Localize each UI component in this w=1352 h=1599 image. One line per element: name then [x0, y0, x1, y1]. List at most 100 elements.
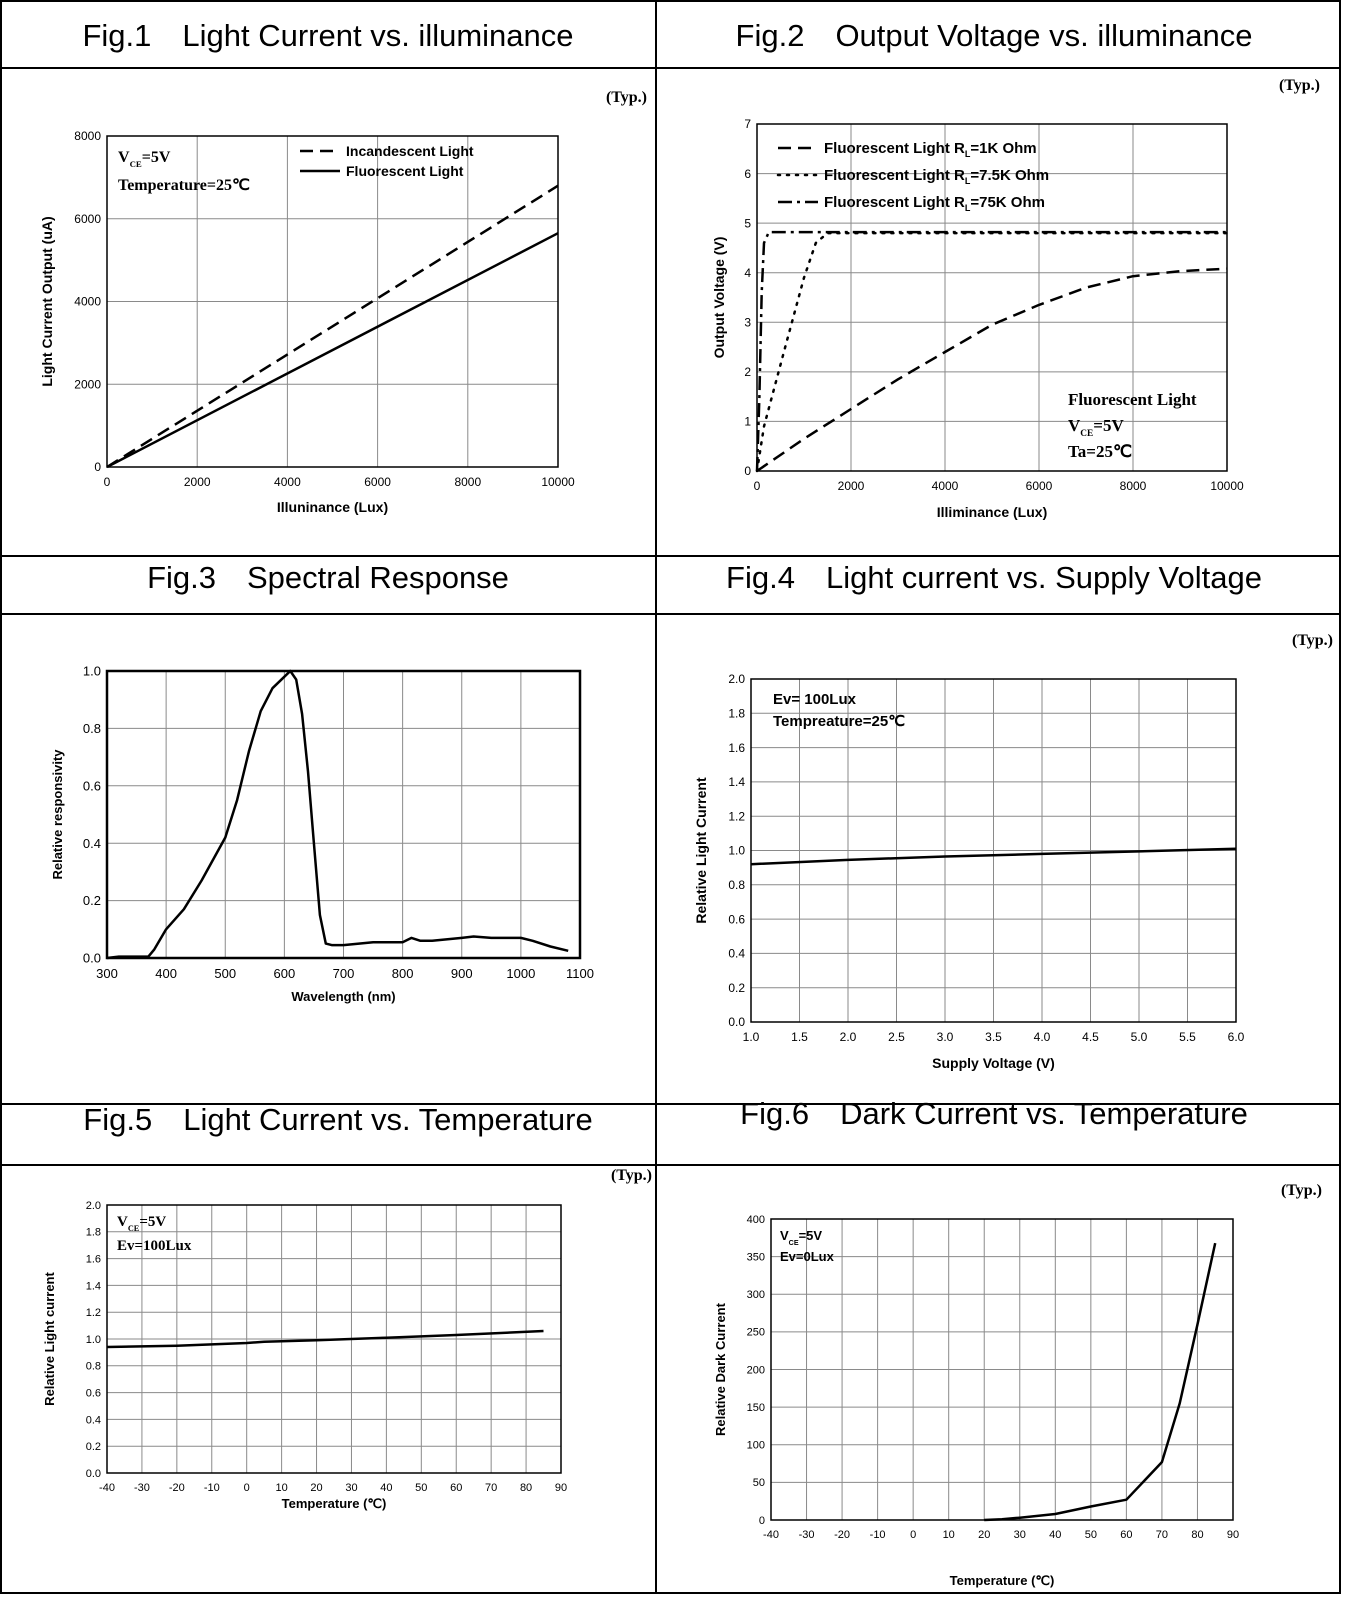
x-tick-label: 4000 [932, 479, 959, 493]
y-tick-label: 1.8 [728, 707, 745, 721]
y-tick-label: 0.8 [83, 721, 101, 736]
x-tick-label: 3.5 [985, 1030, 1002, 1044]
typ-label: (Typ.) [606, 89, 647, 106]
x-tick-label: -40 [763, 1529, 779, 1541]
series-line-1 [984, 1242, 1217, 1522]
legend: Fluorescent Light RL=1K Ohm Fluorescent L… [776, 140, 1049, 213]
x-tick-label: 300 [96, 966, 118, 981]
chart-5: (Typ.) -40 -30 -20 -10 0 10 20 30 40 50 60 70 80 90 0.0… [42, 1167, 652, 1511]
plot-frame [106, 135, 559, 468]
tick-labels: 0 2000 4000 6000 8000 10000 0 2000 4000 6000 8000 [74, 129, 575, 489]
tick-labels: 1.0 1.5 2.0 2.5 3.0 3.5 4.0 4.5 5.0 5.5 6.0 0.0 0.2 0… [728, 672, 1244, 1044]
series-line-2 [755, 231, 1229, 473]
y-tick-label: 0.6 [86, 1387, 101, 1399]
y-tick-label: 0.0 [728, 1015, 745, 1029]
x-tick-label: 10000 [1210, 479, 1244, 493]
y-tick-label: 1.0 [86, 1334, 101, 1346]
y-tick-label: 50 [753, 1477, 765, 1489]
y-tick-label: 0.4 [83, 836, 101, 851]
gridlines [107, 136, 558, 467]
annotation-line: VCE=5V [780, 1228, 822, 1247]
gridlines [757, 124, 1227, 471]
chart-2: (Typ.) 0 2000 4000 6000 8000 10000 0 1 2 3 4 5 6 7 Illi… [711, 77, 1320, 520]
charts: (Typ.)0 2000 4000 6000 8000 10000020004000600… [39, 77, 1333, 1588]
tick-labels: -40 -30 -20 -10 0 10 20 30 40 50 60 70 80 90 0.0 0.2 0.4… [86, 1200, 567, 1494]
legend-entry: Fluorescent Light RL=1K Ohm [824, 140, 1037, 159]
x-tick-label: 60 [1120, 1529, 1132, 1541]
x-axis-label: Illuninance (Lux) [277, 499, 388, 515]
series-lines [755, 230, 1229, 473]
annotation: Ev= 100Lux Tempreature=25℃ [773, 691, 905, 730]
x-tick-label: -10 [204, 1482, 220, 1494]
y-tick-label: 1 [744, 415, 751, 429]
y-tick-label: 0 [759, 1515, 765, 1527]
figure-headers: Fig.1 Light Current vs. illuminance Fig.2… [82, 18, 1261, 1137]
x-tick-label: 20 [310, 1482, 322, 1494]
x-tick-label: 1.0 [743, 1030, 760, 1044]
plot-frame [756, 123, 1228, 472]
y-tick-label: 3 [744, 315, 751, 329]
x-tick-label: 1000 [506, 966, 535, 981]
x-tick-label: 4.0 [1034, 1030, 1051, 1044]
annotation-line: Ev= 100Lux [773, 691, 857, 708]
x-tick-label: 80 [1191, 1529, 1203, 1541]
y-tick-label: 200 [747, 1364, 765, 1376]
series-line-1 [106, 1329, 544, 1349]
series-line-2 [106, 232, 559, 469]
series-line-1 [756, 267, 1228, 473]
y-tick-label: 7 [744, 117, 751, 131]
y-tick-label: 0 [744, 464, 751, 478]
gridlines [771, 1219, 1233, 1520]
legend-entry: Fluorescent Light [346, 163, 464, 179]
y-tick-label: 250 [747, 1327, 765, 1339]
plot-frame [106, 1204, 562, 1474]
plot-frame [105, 669, 582, 960]
series-lines [750, 847, 1237, 866]
y-tick-label: 0.4 [86, 1414, 101, 1426]
series-lines [984, 1242, 1217, 1522]
x-tick-label: 500 [214, 966, 236, 981]
y-tick-label: 4000 [74, 295, 101, 309]
y-tick-label: 0.6 [83, 778, 101, 793]
x-tick-label: -10 [870, 1529, 886, 1541]
y-tick-label: 100 [747, 1440, 765, 1452]
x-tick-label: 90 [1227, 1529, 1239, 1541]
x-tick-label: 2000 [184, 475, 211, 489]
x-tick-label: -20 [834, 1529, 850, 1541]
x-tick-label: 900 [451, 966, 473, 981]
x-tick-label: 0 [104, 475, 111, 489]
annotation-line: Temperature=25℃ [118, 177, 250, 194]
x-tick-label: 5.0 [1131, 1030, 1148, 1044]
figure-header-2: Fig.2 Output Voltage vs. illuminance [736, 18, 1253, 53]
x-tick-label: 70 [1156, 1529, 1168, 1541]
x-axis-label: Temperature (℃) [950, 1573, 1055, 1588]
typ-label: (Typ.) [611, 1167, 652, 1184]
plot-frame [750, 678, 1237, 1023]
x-tick-label: 0 [754, 479, 761, 493]
y-tick-label: 4 [744, 266, 751, 280]
annotation: Fluorescent Light VCE=5V Ta=25℃ [1068, 390, 1197, 461]
x-tick-label: 1100 [566, 966, 594, 981]
typ-label: (Typ.) [1279, 77, 1320, 94]
x-tick-label: 10 [943, 1529, 955, 1541]
x-tick-label: 20 [978, 1529, 990, 1541]
y-axis-label: Relative Light Current [693, 777, 709, 924]
figure-header-5: Fig.5 Light Current vs. Temperature [83, 1102, 592, 1137]
y-axis-label: Output Voltage (V) [711, 237, 727, 359]
x-tick-label: 30 [1014, 1529, 1026, 1541]
annotation-line: VCE=5V [117, 1214, 166, 1233]
legend-entry: Incandescent Light [346, 143, 474, 159]
y-tick-label: 6 [744, 167, 751, 181]
tick-labels: -40 -30 -20 -10 0 10 20 30 40 50 60 70 80 90 0 50 100 150… [747, 1214, 1239, 1541]
annotation: VCE=5V Temperature=25℃ [118, 149, 250, 194]
y-tick-label: 1.0 [728, 844, 745, 858]
series-line-3 [755, 230, 1227, 472]
y-tick-label: 2.0 [728, 672, 745, 686]
typ-label: (Typ.) [1292, 632, 1333, 649]
figure-header-6: Fig.6 Dark Current vs. Temperature [740, 1096, 1248, 1131]
chart-3: 300 400 500 600 700 800 900 1000 1100 0.0 0.2 0.4 0.… [50, 664, 594, 1004]
y-tick-label: 1.8 [86, 1227, 101, 1239]
legend-entry: Fluorescent Light RL=7.5K Ohm [824, 167, 1049, 186]
x-tick-label: 10 [275, 1482, 287, 1494]
